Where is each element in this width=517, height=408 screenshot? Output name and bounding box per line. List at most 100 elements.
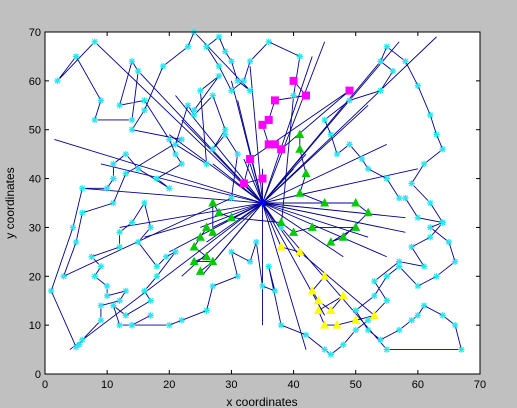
y-tick-label: 40 — [29, 174, 41, 186]
green-node-marker — [189, 256, 199, 266]
ray-line — [262, 56, 313, 204]
cyan-node-marker — [222, 126, 229, 133]
cyan-node-marker — [420, 302, 428, 309]
cyan-node-marker — [451, 258, 459, 265]
cyan-node-marker — [122, 287, 129, 295]
cyan-node-marker — [402, 194, 409, 202]
cyan-node-marker — [122, 312, 129, 319]
cyan-node-marker — [383, 346, 390, 353]
cyan-node-marker — [91, 38, 98, 45]
cyan-node-marker — [215, 63, 223, 70]
cyan-node-marker — [228, 58, 235, 65]
cyan-node-marker — [178, 136, 185, 143]
cyan-node-marker — [97, 317, 105, 324]
cyan-node-marker — [184, 43, 192, 50]
yellow-node-marker — [295, 246, 305, 256]
ray-line — [262, 168, 418, 204]
ray-line — [262, 41, 400, 204]
cyan-node-marker — [228, 194, 235, 202]
cyan-node-marker — [147, 297, 154, 304]
y-tick-label: 70 — [29, 27, 41, 39]
cyan-node-marker — [97, 263, 105, 270]
cyan-node-marker — [408, 243, 415, 251]
cyan-node-marker — [383, 175, 390, 182]
ray-line — [169, 202, 263, 253]
cyan-node-marker — [228, 87, 235, 94]
green-node-marker — [301, 168, 311, 178]
cyan-node-marker — [203, 307, 210, 314]
cyan-node-marker — [172, 150, 179, 158]
cyan-node-marker — [103, 292, 111, 300]
cyan-node-marker — [116, 243, 123, 251]
cyan-node-marker — [166, 136, 173, 143]
cyan-node-marker — [414, 282, 422, 290]
y-tick-label: 30 — [29, 222, 41, 234]
cyan-node-marker — [396, 326, 403, 334]
ray-line — [262, 41, 326, 204]
cyan-node-marker — [302, 331, 310, 339]
ray-line — [262, 202, 307, 350]
cyan-node-marker — [122, 150, 129, 158]
ray-line — [262, 36, 437, 204]
cyan-node-marker — [451, 321, 459, 329]
x-tick-label: 70 — [474, 379, 486, 391]
cyan-node-marker — [340, 341, 347, 348]
ray-line — [169, 134, 263, 204]
magenta-node-marker — [277, 145, 286, 154]
cyan-node-marker — [364, 326, 372, 334]
cyan-node-marker — [352, 307, 359, 314]
ray-line — [262, 202, 387, 258]
cyan-node-marker — [110, 302, 117, 309]
cyan-node-marker — [420, 160, 428, 168]
cyan-node-marker — [141, 106, 148, 114]
cyan-node-marker — [427, 199, 434, 207]
cyan-node-marker — [439, 312, 446, 319]
green-node-marker — [226, 212, 236, 222]
cyan-node-marker — [352, 326, 359, 334]
yellow-node-marker — [332, 320, 342, 329]
y-axis-label: y coordinates — [3, 167, 17, 238]
yellow-node-marker — [320, 320, 330, 329]
cyan-node-marker — [141, 199, 148, 207]
cyan-node-marker — [203, 160, 210, 168]
cyan-node-marker — [433, 131, 440, 138]
cyan-node-marker — [79, 185, 86, 192]
y-tick-label: 50 — [29, 125, 41, 137]
green-node-marker — [289, 227, 299, 236]
cyan-node-marker — [209, 146, 216, 153]
cyan-node-marker — [128, 58, 136, 65]
cyan-node-marker — [222, 48, 229, 55]
green-node-marker — [307, 222, 317, 231]
cyan-node-marker — [458, 346, 465, 353]
green-node-marker — [295, 129, 305, 139]
cyan-node-marker — [91, 116, 98, 124]
cyan-node-marker — [79, 336, 86, 343]
cyan-node-marker — [97, 97, 105, 104]
cyan-node-marker — [110, 175, 117, 182]
magenta-node-marker — [264, 140, 273, 149]
green-node-marker — [351, 198, 361, 207]
cyan-node-marker — [240, 77, 248, 85]
cyan-node-marker — [408, 180, 415, 187]
cyan-node-marker — [116, 321, 123, 329]
cyan-node-marker — [153, 263, 161, 270]
magenta-node-marker — [239, 179, 248, 188]
cyan-node-marker — [162, 253, 170, 260]
cyan-node-marker — [277, 321, 285, 329]
cyan-node-marker — [321, 346, 328, 353]
green-node-marker — [295, 188, 305, 197]
ray-line — [262, 168, 294, 204]
yellow-node-marker — [313, 295, 323, 305]
yellow-node-marker — [313, 305, 323, 314]
cyan-node-marker — [234, 273, 241, 280]
depot-center-marker — [258, 199, 267, 207]
cyan-node-marker — [135, 165, 142, 172]
x-tick-label: 10 — [101, 379, 113, 391]
cyan-node-marker — [383, 43, 390, 50]
cyan-node-marker — [290, 92, 297, 99]
cyan-node-marker — [253, 238, 260, 246]
cyan-node-marker — [135, 238, 142, 246]
green-node-marker — [208, 198, 218, 207]
ray-line — [262, 143, 387, 204]
x-tick-label: 50 — [350, 379, 362, 391]
